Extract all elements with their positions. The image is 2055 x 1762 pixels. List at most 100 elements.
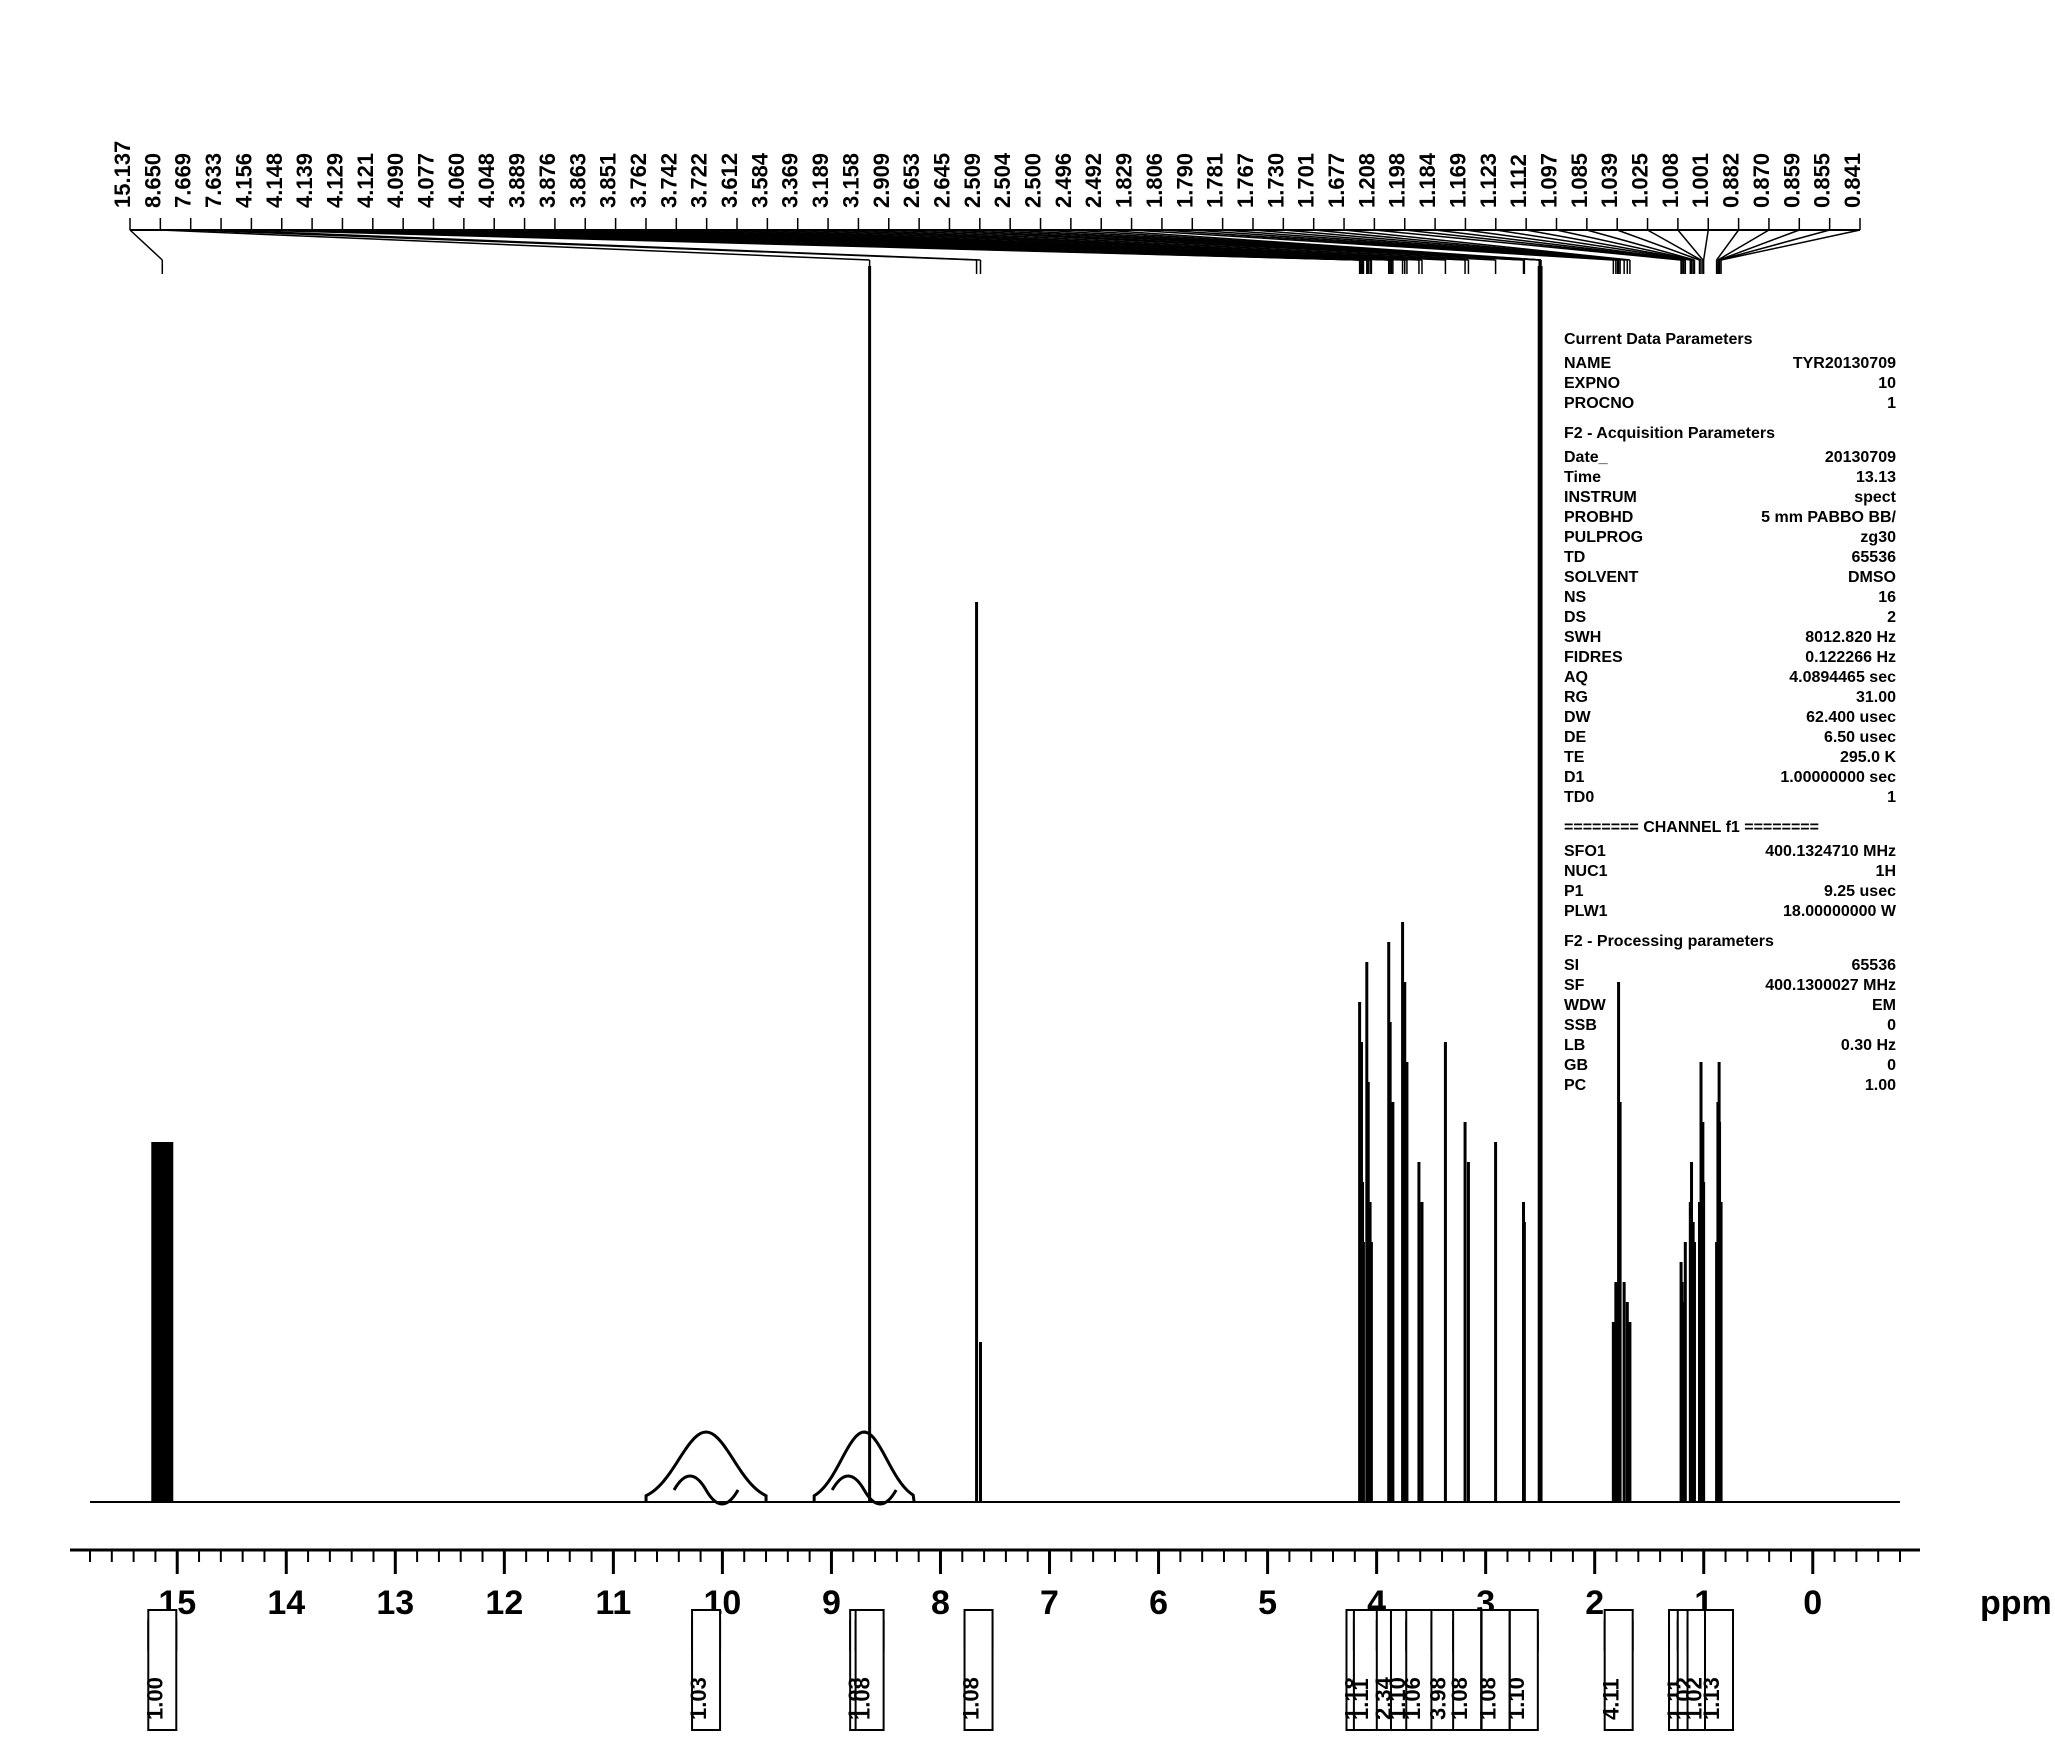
integral-value: 1.08 xyxy=(850,1677,875,1720)
param-value: 4.0894465 sec xyxy=(1789,669,1896,686)
param-value: 0 xyxy=(1887,1017,1896,1034)
param-value: 0.30 Hz xyxy=(1841,1037,1896,1054)
param-value: 31.00 xyxy=(1856,689,1896,706)
param-value: 20130709 xyxy=(1825,449,1896,466)
peak-label: 3.863 xyxy=(565,153,590,208)
param-value: 8012.820 Hz xyxy=(1805,629,1896,646)
peak-label: 1.085 xyxy=(1567,153,1592,208)
peak-label-connector xyxy=(1678,230,1703,260)
param-value: 1.00000000 sec xyxy=(1780,769,1896,786)
integral-value: 1.08 xyxy=(1476,1677,1501,1720)
peak-label: 4.139 xyxy=(292,153,317,208)
peak-label: 3.158 xyxy=(838,153,863,208)
peak-label: 1.025 xyxy=(1628,153,1653,208)
param-label: EXPNO xyxy=(1564,375,1620,392)
peak-label-connector xyxy=(1721,230,1860,260)
param-section-title: ======== CHANNEL f1 ======== xyxy=(1564,819,1819,836)
axis-label: ppm xyxy=(1980,1584,2052,1622)
peak-label: 1.790 xyxy=(1172,153,1197,208)
param-label: PROCNO xyxy=(1564,395,1634,412)
peak-label: 4.048 xyxy=(474,153,499,208)
integral-value: 1.03 xyxy=(686,1677,711,1720)
param-value: 5 mm PABBO BB/ xyxy=(1761,509,1896,526)
peak-label: 3.876 xyxy=(535,153,560,208)
param-label: DS xyxy=(1564,609,1587,626)
param-value: 18.00000000 W xyxy=(1783,903,1897,920)
axis-tick-label: 5 xyxy=(1258,1584,1277,1622)
peak-label: 2.492 xyxy=(1081,153,1106,208)
peak-label: 3.889 xyxy=(505,153,530,208)
param-value: 1 xyxy=(1887,395,1896,412)
peak-label: 1.677 xyxy=(1324,153,1349,208)
peak-label: 15.137 xyxy=(110,141,135,208)
peak-label: 2.504 xyxy=(990,152,1015,208)
axis-tick-label: 6 xyxy=(1149,1584,1168,1622)
peak-label: 4.156 xyxy=(231,153,256,208)
param-label: NAME xyxy=(1564,355,1611,372)
axis-tick-label: 7 xyxy=(1040,1584,1059,1622)
param-label: SSB xyxy=(1564,1017,1597,1034)
peak-label: 0.855 xyxy=(1810,153,1835,208)
param-value: 1H xyxy=(1876,863,1896,880)
integral-value: 1.13 xyxy=(1699,1677,1724,1720)
peak-label: 1.730 xyxy=(1263,153,1288,208)
peak-label: 1.097 xyxy=(1536,153,1561,208)
param-section-title: F2 - Acquisition Parameters xyxy=(1564,425,1775,442)
peak-label: 2.653 xyxy=(899,153,924,208)
param-section-title: F2 - Processing parameters xyxy=(1564,933,1774,950)
peak-label: 4.129 xyxy=(322,153,347,208)
peak-label: 2.909 xyxy=(869,153,894,208)
peak-label: 3.584 xyxy=(747,152,772,208)
peak-label: 1.123 xyxy=(1476,153,1501,208)
param-label: GB xyxy=(1564,1057,1588,1074)
peak-label: 3.189 xyxy=(808,153,833,208)
param-label: FIDRES xyxy=(1564,649,1623,666)
peak-label: 1.008 xyxy=(1658,153,1683,208)
param-label: P1 xyxy=(1564,883,1584,900)
peak-label: 0.859 xyxy=(1779,153,1804,208)
param-value: 65536 xyxy=(1852,957,1897,974)
param-label: WDW xyxy=(1564,997,1607,1014)
peak-label-connector xyxy=(1704,230,1709,260)
param-label: NS xyxy=(1564,589,1587,606)
peak-label: 2.645 xyxy=(929,153,954,208)
axis-tick-label: 13 xyxy=(376,1584,414,1622)
param-section-title: Current Data Parameters xyxy=(1564,331,1753,348)
peak-label: 1.198 xyxy=(1385,153,1410,208)
axis-tick-label: 2 xyxy=(1585,1584,1604,1622)
peak-label: 3.369 xyxy=(778,153,803,208)
peak-label: 2.509 xyxy=(960,153,985,208)
peak-label: 4.148 xyxy=(262,153,287,208)
param-label: SFO1 xyxy=(1564,843,1606,860)
integral-value: 1.08 xyxy=(959,1677,984,1720)
param-label: DW xyxy=(1564,709,1592,726)
integral-value: 1.11 xyxy=(1348,1678,1373,1720)
param-value: 400.1324710 MHz xyxy=(1765,843,1896,860)
param-value: 0.122266 Hz xyxy=(1805,649,1896,666)
axis-tick-label: 8 xyxy=(931,1584,950,1622)
peak-label: 1.767 xyxy=(1233,153,1258,208)
param-value: 1.00 xyxy=(1865,1077,1896,1094)
param-label: RG xyxy=(1564,689,1588,706)
param-label: TD xyxy=(1564,549,1585,566)
peak-label: 4.060 xyxy=(444,153,469,208)
peak-label: 1.701 xyxy=(1294,153,1319,208)
peak-label: 4.077 xyxy=(414,153,439,208)
integral-value: 1.06 xyxy=(1400,1677,1425,1720)
param-label: PC xyxy=(1564,1077,1587,1094)
param-label: SI xyxy=(1564,957,1579,974)
param-label: PULPROG xyxy=(1564,529,1643,546)
peak-label: 3.722 xyxy=(687,153,712,208)
param-value: TYR20130709 xyxy=(1793,355,1896,372)
axis-tick-label: 12 xyxy=(485,1584,523,1622)
peak-label: 1.169 xyxy=(1445,153,1470,208)
peak-label: 1.829 xyxy=(1112,153,1137,208)
peak-label: 3.851 xyxy=(596,153,621,208)
param-value: 62.400 usec xyxy=(1806,709,1896,726)
peak-label: 4.090 xyxy=(383,153,408,208)
axis-tick-label: 14 xyxy=(267,1584,305,1622)
param-value: 295.0 K xyxy=(1840,749,1896,766)
param-value: 0 xyxy=(1887,1057,1896,1074)
param-label: AQ xyxy=(1564,669,1588,686)
param-label: DE xyxy=(1564,729,1587,746)
